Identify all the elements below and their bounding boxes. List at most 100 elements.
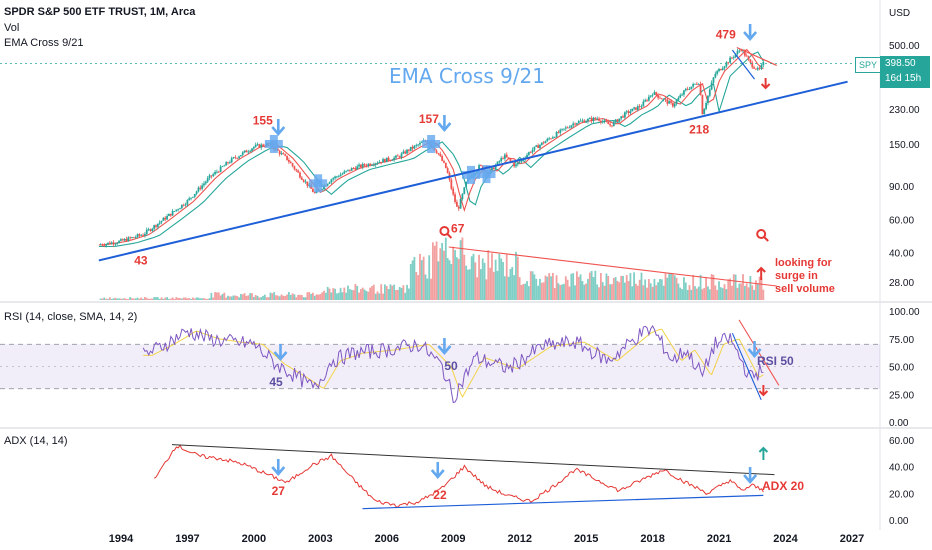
volume-bar — [212, 297, 215, 300]
candle — [635, 107, 637, 110]
volume-bar — [513, 275, 516, 300]
volume-bar — [334, 288, 336, 300]
magnifier-icon — [439, 226, 450, 236]
candle — [107, 242, 109, 244]
candle — [572, 123, 575, 126]
volume-bar — [539, 278, 541, 300]
volume-bar — [498, 253, 501, 300]
candle — [110, 242, 113, 245]
volume-bar — [389, 284, 392, 300]
candle — [452, 188, 455, 195]
candle — [180, 204, 183, 209]
vol-legend[interactable]: Vol — [4, 22, 20, 34]
volume-bar — [659, 279, 661, 300]
volume-bar — [671, 274, 674, 300]
volume-bar — [603, 285, 606, 300]
candle — [103, 245, 106, 247]
adx-legend[interactable]: ADX (14, 14) — [4, 435, 68, 447]
candle — [719, 69, 722, 71]
volume-bar — [707, 286, 709, 300]
rsi-tick: 0.00 — [889, 418, 909, 429]
candle — [599, 120, 602, 123]
volume-bar — [455, 257, 458, 300]
volume-bar — [454, 250, 456, 300]
candle — [223, 165, 226, 167]
volume-bar — [725, 289, 728, 300]
volume-bar — [705, 277, 707, 300]
volume-bar — [670, 273, 672, 300]
candle — [291, 163, 294, 167]
adx-label: ADX 20 — [762, 479, 804, 493]
candle — [312, 188, 314, 193]
magnifier-icon — [446, 233, 453, 239]
volume-bar — [210, 292, 213, 300]
volume-bar — [596, 284, 599, 300]
candle — [762, 62, 765, 66]
candle — [413, 145, 416, 149]
volume-bar — [638, 279, 641, 300]
ema-legend[interactable]: EMA Cross 9/21 — [4, 37, 84, 49]
volume-bar — [365, 290, 368, 300]
candle — [289, 161, 292, 164]
candle — [590, 118, 593, 122]
cross-marker — [422, 139, 441, 148]
candle — [627, 111, 630, 113]
cross-marker — [309, 179, 328, 188]
candle — [616, 119, 619, 122]
candle — [195, 191, 198, 194]
candle — [372, 164, 375, 166]
candle — [664, 98, 667, 100]
volume-bar — [208, 298, 211, 300]
candle — [753, 67, 755, 69]
time-tick: 1994 — [109, 533, 134, 545]
volume-bar — [651, 286, 654, 300]
volume-bar — [236, 296, 239, 300]
candle — [574, 123, 576, 125]
volume-bar — [245, 295, 248, 300]
candle — [529, 152, 532, 154]
rsi-line — [142, 324, 764, 404]
volume-bar — [742, 274, 744, 300]
candle — [540, 142, 543, 145]
volume-bar — [544, 275, 547, 300]
volume-bar — [120, 298, 122, 300]
volume-bar — [640, 272, 643, 300]
volume-bar — [529, 271, 532, 300]
candle — [282, 153, 285, 155]
candle — [142, 235, 144, 236]
volume-bar — [276, 295, 279, 300]
candle — [662, 98, 665, 100]
candle — [125, 238, 128, 242]
volume-bar — [762, 289, 765, 300]
volume-bar — [561, 284, 564, 300]
volume-bar — [461, 237, 464, 300]
candle — [740, 50, 743, 52]
volume-bar — [345, 292, 348, 300]
volume-bar — [736, 287, 739, 300]
candle — [695, 83, 698, 85]
bar-countdown: 16d 15h — [885, 73, 922, 84]
candle — [454, 194, 456, 202]
candle — [284, 154, 287, 156]
volume-bar — [385, 286, 388, 300]
candle — [99, 244, 102, 246]
volume-bar — [201, 298, 204, 300]
candle — [149, 229, 152, 231]
candle — [751, 62, 754, 68]
candle — [123, 238, 126, 241]
volume-bar — [240, 294, 242, 300]
candle — [186, 200, 189, 205]
ema-cross-heading: EMA Cross 9/21 — [389, 64, 545, 88]
volume-bar — [238, 297, 240, 300]
candle — [382, 159, 384, 163]
volume-bar — [622, 275, 624, 300]
red-down-arrow — [758, 390, 769, 397]
volume-bar — [203, 298, 205, 300]
candle — [598, 118, 600, 121]
candle — [459, 198, 462, 209]
volume-bar — [616, 280, 619, 300]
rsi-legend[interactable]: RSI (14, close, SMA, 14, 2) — [4, 311, 138, 323]
candle — [147, 229, 150, 231]
candle — [646, 100, 648, 102]
